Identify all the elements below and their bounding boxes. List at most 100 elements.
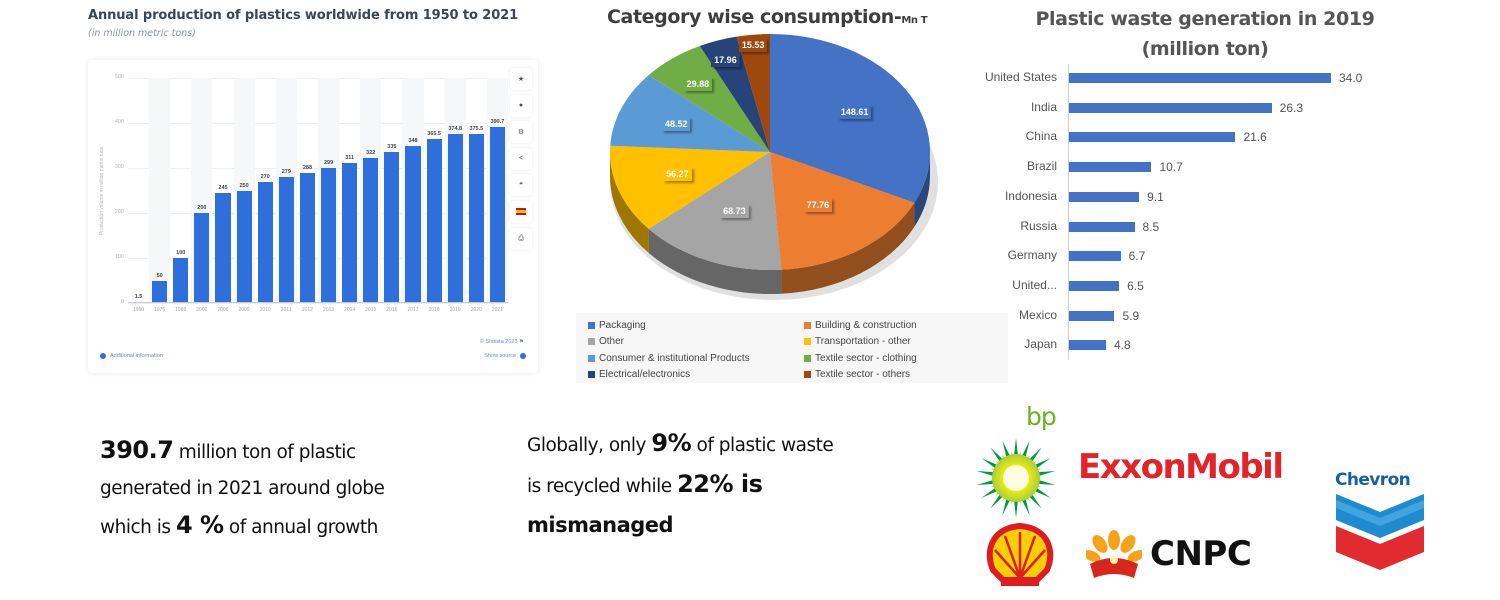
bar[interactable] (152, 280, 168, 303)
hbar-value-label: 8.5 (1142, 219, 1160, 234)
pie-slice[interactable] (770, 152, 915, 270)
show-source-link[interactable]: Show source (484, 353, 526, 359)
hbar-value-label: 34.0 (1339, 71, 1363, 85)
x-tick-label: 2011 (280, 307, 292, 313)
bar[interactable] (342, 163, 358, 303)
production-value: 390.7 (100, 436, 174, 464)
bar[interactable] (215, 192, 231, 303)
legend-swatch (804, 321, 811, 329)
x-tick-label: 2015 (365, 307, 377, 313)
x-tick-label: 2013 (322, 307, 335, 313)
hbar-axis (1068, 64, 1069, 360)
quote-button[interactable]: ❝ (510, 174, 532, 197)
hbar-value-label: 26.3 (1279, 100, 1304, 115)
hbar-row: Brazil 10.7 (960, 157, 1420, 177)
hbar-bar[interactable] (1069, 191, 1140, 202)
statista-copyright[interactable]: © Statista 2023 ⚑ (479, 339, 524, 345)
hbar-category-label: Germany (1007, 248, 1057, 263)
bar[interactable] (257, 181, 273, 303)
recycling-summary-text: Globally, only 9% of plastic waste is re… (527, 429, 834, 537)
bar-slot: 348 (402, 78, 424, 303)
bar-value-label: 299 (323, 160, 334, 167)
additional-information-link[interactable]: Additional information (100, 353, 163, 359)
pie-legend: Packaging Building & construction Other Tra… (576, 313, 1008, 383)
bar[interactable] (321, 168, 337, 303)
hbar-bar[interactable] (1069, 340, 1106, 351)
bar[interactable] (405, 146, 421, 303)
print-button[interactable]: ⎙ (510, 227, 532, 250)
bar[interactable] (447, 134, 463, 303)
flag-icon (516, 208, 526, 216)
pie-data-label: 48.52 (661, 116, 691, 131)
x-tick-label: 2021 (491, 307, 503, 313)
hbar-bar[interactable] (1069, 102, 1272, 113)
pie-chart-graphic (610, 34, 938, 300)
statista-chart-panel: Annual production of plastics worldwide … (88, 8, 540, 373)
bar-slot: 250 (233, 78, 255, 303)
bar[interactable] (173, 258, 189, 303)
share-button[interactable]: < (510, 147, 532, 170)
bar[interactable] (194, 213, 210, 303)
bar[interactable] (363, 158, 379, 303)
statista-subtitle: (in million metric tons) (88, 28, 196, 39)
bar[interactable] (468, 134, 484, 303)
y-tick-label: 400 (114, 119, 124, 125)
x-tick-label: 1989 (175, 307, 187, 313)
statista-y-axis-label: Production volume in million metric tons (99, 146, 105, 236)
pie-slice[interactable] (736, 34, 770, 152)
x-tick-label: 1950 (132, 307, 145, 313)
bar-slot: 374.8 (444, 78, 466, 303)
bell-button[interactable]: ● (510, 94, 532, 117)
bar-slot: 335 (381, 78, 402, 303)
hbar-bar[interactable] (1069, 251, 1121, 262)
pie-slice[interactable] (610, 74, 770, 152)
y-tick-label: 300 (114, 164, 124, 170)
pie-title: Category wise consumption-Mn T (607, 6, 928, 28)
pie-slice[interactable] (648, 152, 782, 270)
hbar-bar[interactable] (1069, 73, 1331, 83)
bar[interactable] (426, 138, 442, 303)
gear-icon: ⚙ (517, 129, 525, 137)
hbar-category-label: Japan (1024, 337, 1057, 352)
hbar-row: United States 34.0 (960, 68, 1420, 88)
pie-slice[interactable] (610, 145, 770, 229)
legend-swatch (804, 371, 811, 379)
legend-swatch (588, 371, 595, 379)
bar[interactable] (236, 190, 252, 303)
bar-value-label: 348 (408, 138, 418, 145)
bar[interactable] (384, 152, 400, 303)
bar-value-label: 270 (260, 173, 270, 180)
x-tick-label: 2017 (407, 307, 419, 313)
x-tick-label: 2002 (196, 307, 208, 313)
bar-value-label: 322 (366, 150, 376, 157)
x-axis (128, 302, 508, 303)
star-button[interactable]: ★ (510, 68, 532, 90)
bar[interactable] (299, 173, 315, 303)
bar-slot: 322 (360, 78, 382, 303)
hbar-category-label: United States (984, 70, 1057, 84)
bar-value-label: 390.7 (490, 119, 505, 126)
pie-data-label: 56.27 (663, 166, 692, 181)
bar[interactable] (278, 177, 294, 303)
y-tick-label: 0 (120, 299, 124, 305)
hbar-row: China 21.6 (960, 127, 1420, 147)
bar-value-label: 375.5 (469, 126, 484, 133)
x-tick-label: 2016 (386, 307, 398, 313)
hbar-bar[interactable] (1069, 310, 1115, 321)
statista-toolbar: ★ ● ⚙ < ❝ ⎙ (510, 68, 532, 254)
hbar-category-label: Indonesia (1004, 188, 1057, 203)
pie-data-label: 148.61 (837, 104, 872, 119)
hbar-bar[interactable] (1069, 162, 1152, 173)
bar[interactable] (489, 127, 505, 303)
hbar-bar[interactable] (1069, 132, 1236, 143)
pie-data-label: 77.76 (803, 197, 833, 212)
gear-button[interactable]: ⚙ (510, 121, 532, 144)
hbar-bar[interactable] (1069, 280, 1120, 291)
flag-button[interactable] (510, 200, 532, 223)
bar-slot: 200 (191, 78, 213, 303)
star-icon: ★ (517, 76, 525, 83)
legend-item: Other (588, 334, 804, 351)
pie-slice[interactable] (648, 45, 770, 152)
hbar-bar[interactable] (1069, 221, 1135, 232)
pie-data-label: 17.96 (711, 52, 740, 67)
